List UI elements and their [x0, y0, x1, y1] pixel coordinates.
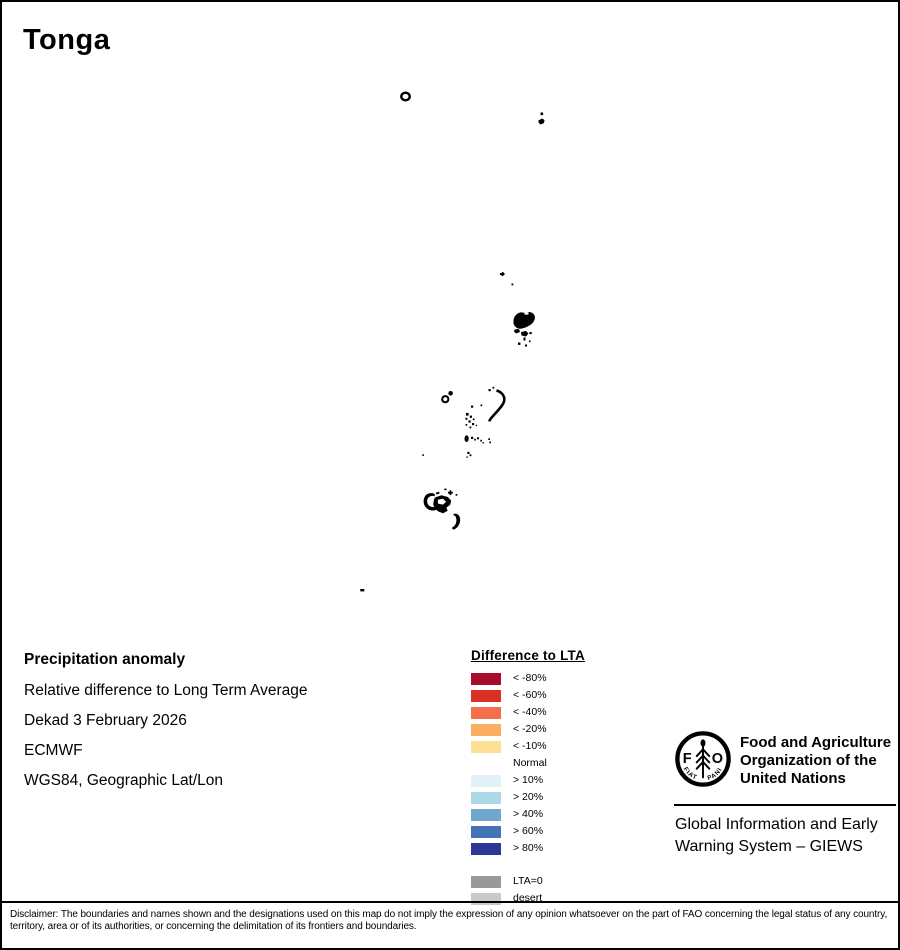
island-group-tongatapu-eua: [423, 488, 461, 530]
disclaimer-text: Disclaimer: The boundaries and names sho…: [10, 909, 888, 932]
legend-swatch: [471, 808, 501, 821]
legend-label: > 20%: [513, 791, 544, 803]
info-line-dekad: Dekad 3 February 2026: [24, 712, 187, 729]
legend-item: < -10%: [471, 738, 671, 755]
legend-title: Difference to LTA: [471, 648, 585, 663]
legend-label: Normal: [513, 757, 547, 769]
fao-org-name: Food and Agriculture Organization of the…: [740, 734, 891, 788]
disclaimer-bar: Disclaimer: The boundaries and names sho…: [2, 901, 898, 948]
legend-swatch: [471, 875, 501, 888]
info-line-source: ECMWF: [24, 742, 83, 759]
legend-label: > 60%: [513, 825, 544, 837]
legend-item: < -60%: [471, 687, 671, 704]
legend-label: < -60%: [513, 689, 547, 701]
legend-swatch: [471, 774, 501, 787]
fao-org-line: Organization of the: [740, 752, 877, 769]
map-info-block: Precipitation anomaly Relative differenc…: [24, 651, 454, 803]
legend-label: > 10%: [513, 774, 544, 786]
island-group-vavau: [513, 312, 535, 347]
legend-swatch: [471, 740, 501, 753]
island-group-niuas: [400, 91, 545, 125]
legend-swatch: [471, 672, 501, 685]
legend-label: > 80%: [513, 842, 544, 854]
legend-swatch: [471, 842, 501, 855]
fao-divider-line: [674, 804, 896, 806]
legend-swatch: [471, 791, 501, 804]
legend-item: LTA=0: [471, 873, 671, 890]
giews-line: Global Information and Early: [675, 816, 878, 833]
legend-item-normal: Normal: [471, 755, 671, 772]
legend-item: < -40%: [471, 704, 671, 721]
legend-label: < -20%: [513, 723, 547, 735]
giews-name: Global Information and Early Warning Sys…: [675, 814, 878, 858]
giews-line: Warning System – GIEWS: [675, 838, 863, 855]
legend-label: desert: [513, 892, 543, 904]
fao-org-line: Food and Agriculture: [740, 734, 892, 751]
legend-item: > 80%: [471, 840, 671, 857]
legend-swatch: [471, 689, 501, 702]
fao-org-line: United Nations: [740, 770, 846, 787]
island-group-north-dots: [500, 272, 514, 286]
island-ata: [360, 589, 365, 592]
legend: Difference to LTA < -80% < -60% < -40% <…: [471, 648, 671, 907]
island-group-haapai: [422, 386, 506, 458]
legend-label: < -80%: [513, 672, 547, 684]
legend-swatch: [471, 723, 501, 736]
svg-text:F: F: [683, 751, 692, 767]
svg-text:O: O: [712, 751, 723, 767]
fao-logo-icon: F O FIAT PANIS: [675, 731, 731, 787]
legend-label: < -40%: [513, 706, 547, 718]
info-heading: Precipitation anomaly: [24, 651, 186, 668]
legend-spacer: [471, 857, 671, 873]
legend-item: > 40%: [471, 806, 671, 823]
legend-item: > 10%: [471, 772, 671, 789]
info-line-method: Relative difference to Long Term Average: [24, 682, 308, 699]
legend-label: > 40%: [513, 808, 544, 820]
legend-item: < -20%: [471, 721, 671, 738]
info-line-projection: WGS84, Geographic Lat/Lon: [24, 772, 224, 789]
legend-item: < -80%: [471, 670, 671, 687]
legend-swatch: [471, 825, 501, 838]
legend-item: > 20%: [471, 789, 671, 806]
legend-swatch-empty: [471, 758, 501, 770]
legend-swatch: [471, 706, 501, 719]
legend-item: > 60%: [471, 823, 671, 840]
legend-label: LTA=0: [513, 875, 543, 887]
page-title: Tonga: [23, 24, 111, 56]
legend-label: < -10%: [513, 740, 547, 752]
